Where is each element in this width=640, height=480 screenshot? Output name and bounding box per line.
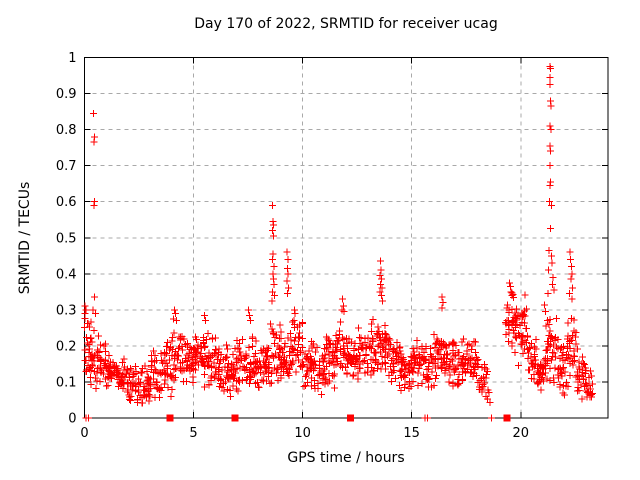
y-tick-label: 0 (68, 412, 76, 427)
y-tick-label: 0.2 (56, 339, 77, 354)
axis-ticks (84, 57, 608, 419)
zero-square-markers (166, 414, 511, 422)
y-tick-label: 0.1 (56, 375, 77, 390)
x-tick-label: 20 (512, 426, 529, 441)
y-tick-label: 0.7 (56, 159, 77, 174)
y-tick-label: 0.4 (56, 267, 77, 282)
tick-labels: 00.10.20.30.40.50.60.70.80.910 5 10 15 20 (56, 51, 529, 441)
x-tick-label: 10 (294, 426, 311, 441)
scatter-points (81, 63, 597, 422)
chart-title: Day 170 of 2022, SRMTID for receiver uca… (194, 16, 498, 32)
y-tick-label: 0.6 (56, 195, 77, 210)
x-tick-label: 15 (403, 426, 420, 441)
x-axis-label: GPS time / hours (287, 450, 405, 466)
y-tick-label: 1 (68, 51, 76, 66)
x-tick-label: 0 (80, 426, 88, 441)
x-tick-label: 5 (189, 426, 197, 441)
y-tick-label: 0.8 (56, 123, 77, 138)
y-tick-label: 0.3 (56, 303, 77, 318)
y-tick-label: 0.5 (56, 231, 77, 246)
y-tick-label: 0.9 (56, 87, 77, 102)
